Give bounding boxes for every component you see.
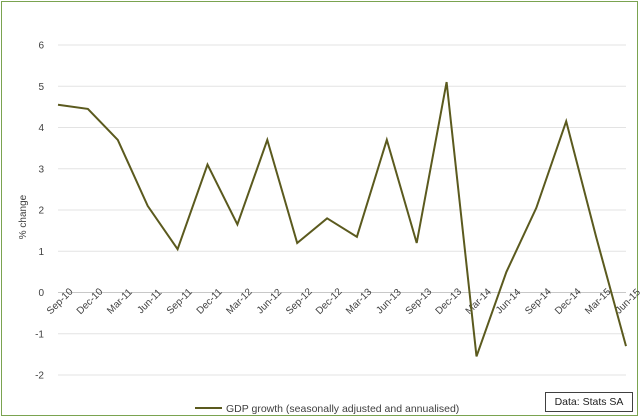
x-tick-label: Jun-13 (374, 287, 404, 317)
x-tick-label: Dec-12 (314, 286, 345, 317)
y-tick-label: 1 (38, 247, 44, 258)
y-axis-ticks: -2 -1 0 1 2 3 4 5 6 (35, 41, 44, 382)
x-axis-ticks: Sep-10 Dec-10 Mar-11 Jun-11 Sep-11 Dec-11 Mar-… (45, 286, 641, 317)
y-tick-label: 6 (38, 41, 44, 52)
legend: GDP growth (seasonally adjusted and annu… (195, 403, 459, 415)
x-tick-label: Mar-12 (225, 286, 255, 316)
y-tick-label: 3 (38, 164, 44, 175)
y-tick-label: -1 (35, 329, 44, 340)
x-tick-label: Mar-14 (464, 286, 494, 316)
x-tick-label: Mar-13 (344, 286, 374, 316)
y-axis-title: % change (18, 194, 29, 239)
x-tick-label: Sep-11 (165, 286, 195, 316)
y-tick-label: 4 (38, 123, 44, 134)
gridlines (58, 44, 626, 376)
y-tick-label: -2 (35, 371, 44, 382)
series-line-0 (57, 81, 627, 357)
source-note: Data: Stats SA (545, 392, 633, 412)
x-tick-label: Jun-12 (255, 287, 285, 317)
x-tick-label: Mar-15 (583, 286, 613, 316)
y-tick-label: 5 (38, 82, 44, 93)
x-tick-label: Sep-14 (523, 286, 554, 317)
x-tick-label: Dec-10 (75, 286, 106, 317)
series-layer (57, 81, 627, 357)
x-tick-label: Sep-10 (45, 286, 76, 317)
y-tick-label: 0 (38, 288, 44, 299)
x-tick-label: Dec-11 (195, 286, 225, 316)
legend-label: GDP growth (seasonally adjusted and annu… (226, 403, 459, 415)
x-tick-label: Mar-11 (105, 287, 135, 317)
x-tick-label: Jun-14 (494, 287, 524, 317)
x-tick-label: Sep-12 (284, 286, 315, 317)
x-tick-label: Jun-11 (135, 287, 164, 316)
y-tick-label: 2 (38, 206, 44, 217)
x-tick-label: Sep-13 (404, 286, 435, 317)
x-tick-label: Dec-14 (553, 286, 584, 317)
x-tick-label: Dec-13 (434, 286, 465, 317)
